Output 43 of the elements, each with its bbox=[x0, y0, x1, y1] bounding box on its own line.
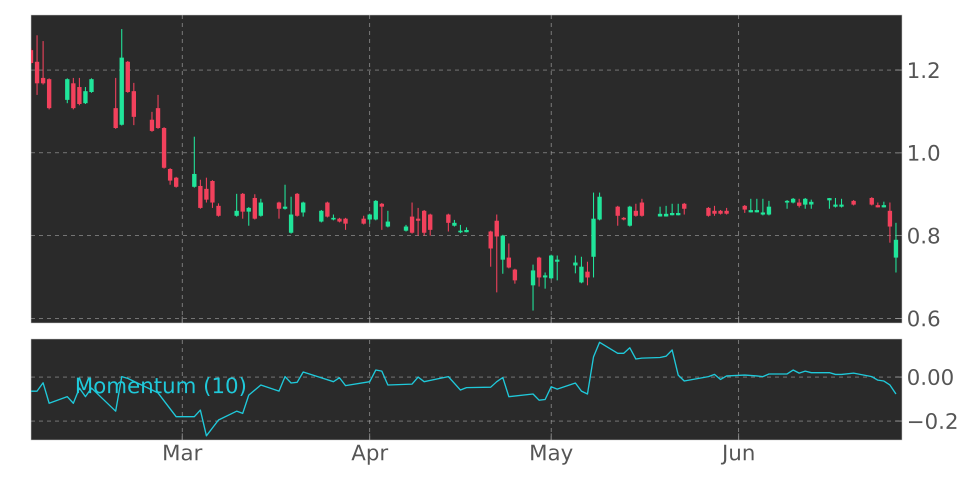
candlestick bbox=[446, 213, 451, 232]
candlestick bbox=[706, 206, 711, 218]
y-tick-label: 0.6 bbox=[908, 310, 940, 327]
candlestick bbox=[888, 202, 892, 244]
candlestick bbox=[343, 217, 348, 230]
candlestick bbox=[294, 192, 300, 218]
candlestick bbox=[573, 254, 578, 274]
y-tick-label: 1.2 bbox=[909, 62, 939, 78]
candlestick bbox=[506, 242, 512, 269]
y-tick-label: 0.00 bbox=[908, 369, 953, 386]
x-tick-label: May bbox=[531, 444, 573, 465]
candlestick bbox=[301, 201, 306, 218]
candlestick bbox=[258, 198, 264, 218]
candlestick bbox=[240, 192, 245, 220]
candlestick bbox=[536, 256, 542, 288]
candlestick bbox=[210, 180, 215, 208]
candlestick bbox=[530, 264, 536, 312]
candlestick bbox=[234, 193, 239, 218]
candlestick bbox=[216, 202, 221, 218]
x-tick-label: Apr bbox=[351, 444, 388, 465]
candlestick bbox=[766, 200, 772, 216]
candlestick bbox=[579, 256, 584, 284]
candlestick bbox=[682, 202, 686, 216]
y-tick-label: −0.2 bbox=[908, 413, 956, 430]
x-tick-label: Jun bbox=[720, 444, 754, 465]
candlestick bbox=[319, 209, 324, 223]
x-tick-label: Mar bbox=[164, 444, 202, 461]
candlestick bbox=[246, 206, 251, 226]
candlestick bbox=[597, 192, 602, 221]
y-tick-label: 0.8 bbox=[908, 228, 940, 244]
candlestick bbox=[386, 210, 390, 228]
candlestick bbox=[894, 222, 898, 274]
candlestick bbox=[252, 194, 257, 220]
candlestick bbox=[760, 198, 766, 216]
candlestick bbox=[616, 205, 620, 226]
candlestick bbox=[192, 136, 196, 188]
y-tick-label: 1.0 bbox=[909, 144, 940, 161]
candlestick bbox=[628, 205, 632, 228]
candlestick bbox=[512, 268, 518, 284]
candlestick bbox=[325, 201, 330, 218]
candlestick bbox=[410, 202, 414, 234]
candlestick bbox=[585, 261, 590, 286]
candlestick bbox=[288, 196, 294, 234]
